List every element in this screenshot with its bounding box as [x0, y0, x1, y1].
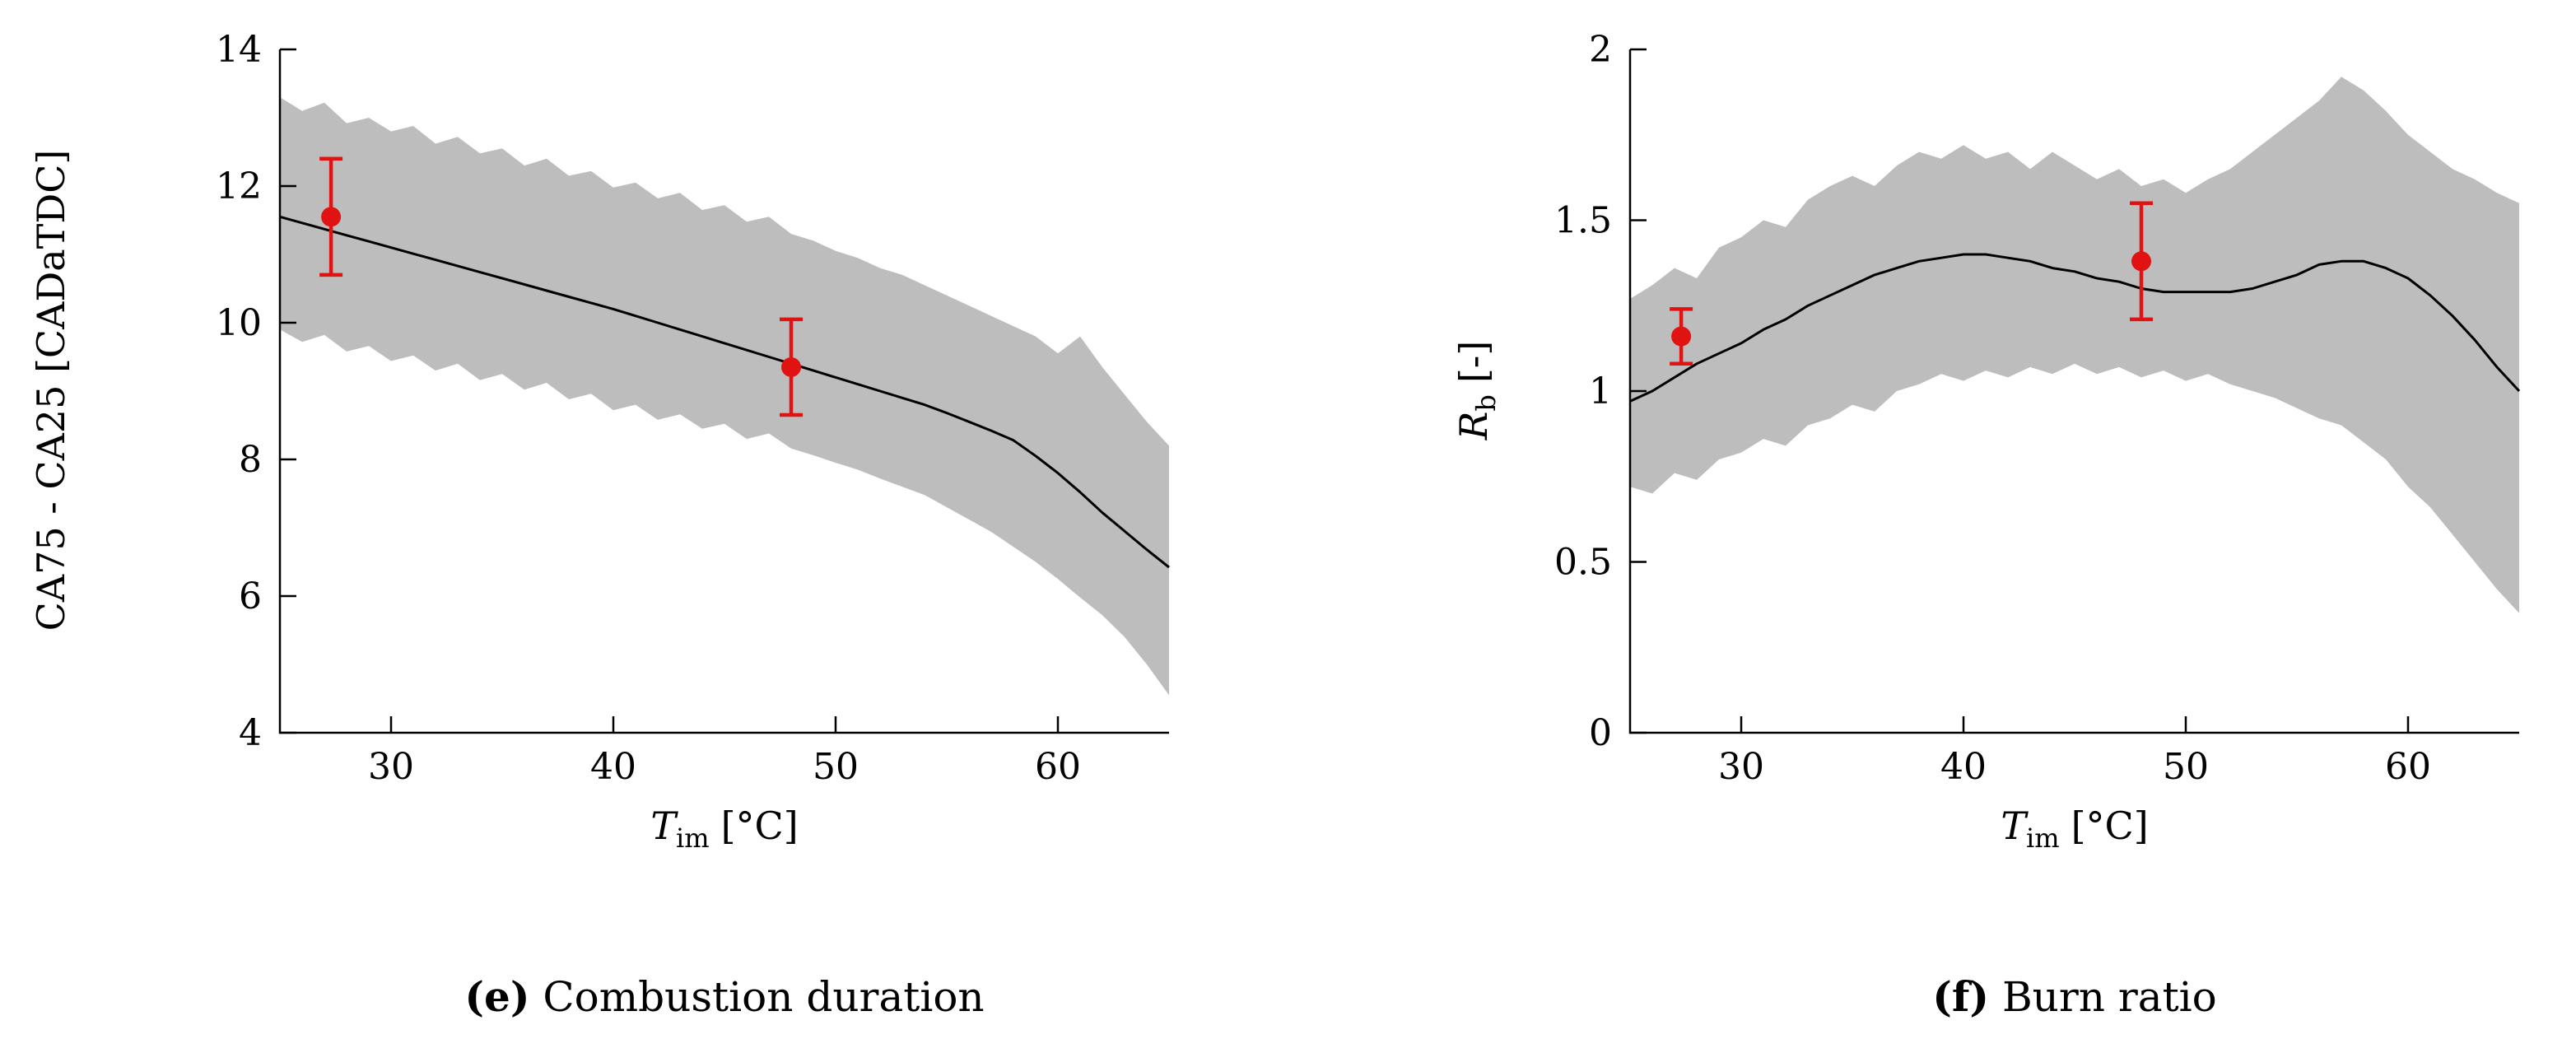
data-point-marker [2131, 251, 2151, 272]
axes: 30 40 50 60 0 0.5 1 1.5 2 [1554, 29, 2519, 788]
x-tick-label: 60 [1035, 746, 1081, 788]
data-point-marker [1671, 326, 1692, 347]
y-tick-label: 2 [1589, 29, 1612, 71]
y-tick-label: 0 [1589, 712, 1612, 754]
burn-ratio-chart: 30 40 50 60 0 0.5 1 1.5 2 [1554, 29, 2521, 788]
y-tick-label: 1.5 [1554, 200, 1612, 242]
data-points [1670, 201, 2153, 366]
y-axis-variable: R [1451, 411, 1496, 440]
x-tick-label: 40 [1940, 746, 1987, 788]
axes: 30 40 50 60 4 6 8 10 12 14 [216, 29, 1169, 788]
x-axis-label-combustion-duration: Tim [°C] [477, 797, 971, 855]
caption-label: (f) [1932, 972, 1990, 1021]
data-point-marker [321, 207, 342, 227]
x-tick-label: 50 [813, 746, 859, 788]
y-tick-label: 1 [1589, 370, 1612, 412]
y-tick-label: 10 [216, 302, 262, 344]
x-axis-label-burn-ratio: Tim [°C] [1828, 797, 2322, 855]
x-tick-label: 30 [1718, 746, 1764, 788]
x-tick-label: 40 [590, 746, 636, 788]
x-tick-label: 30 [368, 746, 414, 788]
confidence-band [1630, 77, 2519, 613]
y-tick-label: 14 [216, 29, 262, 71]
caption-combustion-duration: (e) Combustion duration [231, 970, 1218, 1024]
x-axis-unit: [°C] [720, 804, 799, 848]
confidence-band [280, 97, 1169, 696]
y-axis-label-burn-ratio: Rb [-] [1447, 0, 1502, 802]
x-tick-label: 50 [2163, 746, 2209, 788]
x-axis-variable: T [2001, 804, 2026, 848]
caption-text: Burn ratio [2001, 973, 2217, 1021]
panel-burn-ratio: 30 40 50 60 0 0.5 1 1.5 2 Rb [-] Tim [°C] (f) Burn… [1288, 0, 2576, 1053]
x-tick-label: 60 [2385, 746, 2431, 788]
x-axis-unit: [°C] [2071, 804, 2149, 848]
x-axis-variable: T [650, 804, 676, 848]
y-tick-label: 12 [216, 165, 262, 207]
combustion-duration-chart: 30 40 50 60 4 6 8 10 12 14 [216, 29, 1170, 788]
mean-line [1629, 253, 2521, 403]
y-axis-subscript: b [1470, 394, 1502, 412]
panel-combustion-duration: 30 40 50 60 4 6 8 10 12 14 CA75 - CA25 [CADaTDC] … [29, 29, 1218, 1024]
caption-label: (e) [464, 972, 530, 1021]
y-tick-label: 6 [239, 575, 262, 617]
y-axis-unit: [-] [1451, 340, 1496, 384]
y-tick-label: 0.5 [1554, 542, 1612, 584]
y-tick-label: 8 [239, 439, 262, 481]
caption-burn-ratio: (f) Burn ratio [1581, 970, 2569, 1024]
x-axis-subscript: im [2026, 822, 2060, 855]
caption-text: Combustion duration [543, 973, 985, 1021]
x-axis-subscript: im [676, 822, 710, 855]
y-tick-label: 4 [239, 712, 262, 754]
mean-line [279, 215, 1170, 569]
data-point-marker [781, 356, 801, 377]
y-axis-label-combustion-duration: CA75 - CA25 [CADaTDC] [29, 149, 73, 631]
data-points [319, 156, 803, 417]
